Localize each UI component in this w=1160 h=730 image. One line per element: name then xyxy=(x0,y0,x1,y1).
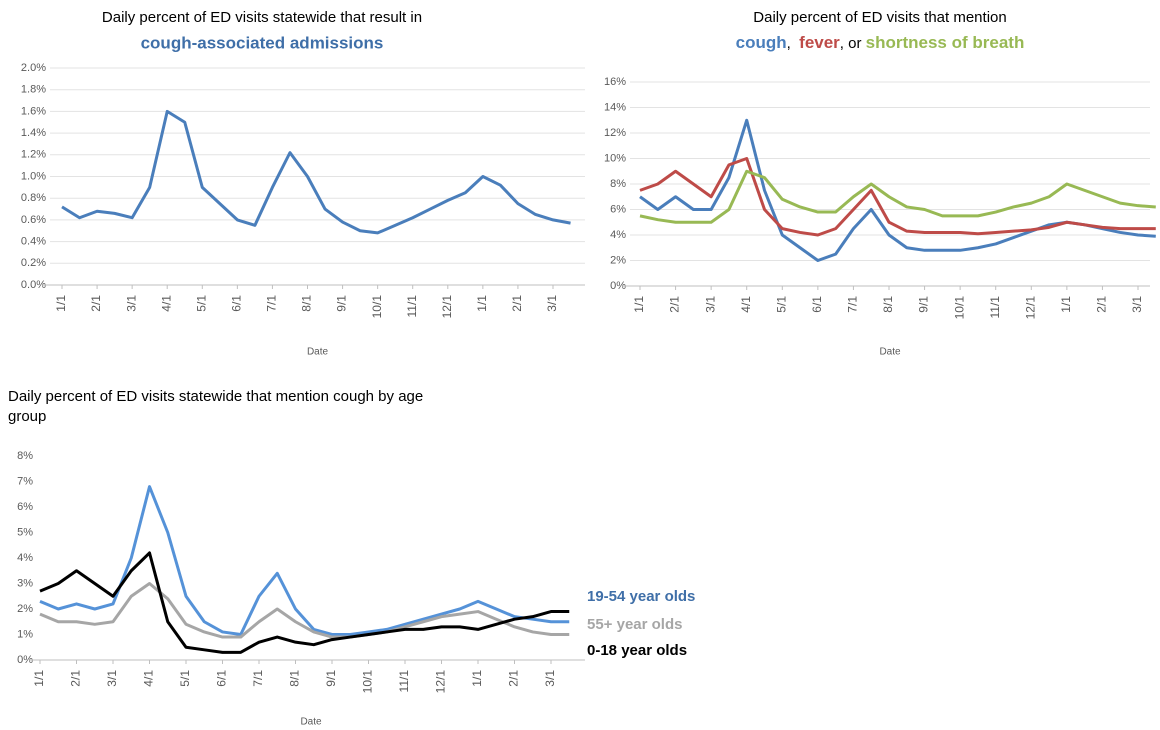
x-tick-label: 9/1 xyxy=(335,295,349,312)
y-tick-label: 0% xyxy=(610,280,626,292)
y-tick-label: 2% xyxy=(610,254,626,266)
x-tick-label: 4/1 xyxy=(739,296,753,313)
y-tick-label: 1.8% xyxy=(21,84,46,96)
y-tick-label: 8% xyxy=(610,178,626,190)
legend-entry: , xyxy=(787,35,800,52)
y-tick-label: 1.2% xyxy=(21,149,46,161)
legend-entry: 0-18 year olds xyxy=(587,642,687,659)
y-tick-label: 8% xyxy=(17,450,33,462)
x-tick-label: 10/1 xyxy=(370,295,384,319)
y-tick-label: 0.6% xyxy=(21,214,46,226)
legend-entry: cough xyxy=(736,33,787,52)
y-tick-label: 4% xyxy=(17,552,33,564)
x-tick-label: 3/1 xyxy=(703,296,717,313)
legend-entry: 55+ year olds xyxy=(587,616,682,633)
chart-subtitle: cough-associated admissions xyxy=(141,33,384,52)
chart-title: Daily percent of ED visits statewide tha… xyxy=(8,388,423,405)
x-tick-label: 5/1 xyxy=(194,295,208,312)
x-tick-label: 2/1 xyxy=(1095,296,1109,313)
y-tick-label: 5% xyxy=(17,526,33,538)
y-tick-label: 0% xyxy=(17,654,33,666)
y-tick-label: 2% xyxy=(17,603,33,615)
x-tick-label: 1/1 xyxy=(54,295,68,312)
y-tick-label: 1% xyxy=(17,628,33,640)
x-tick-label: 7/1 xyxy=(265,295,279,312)
x-tick-label: 1/1 xyxy=(470,670,484,687)
x-tick-label: 10/1 xyxy=(361,670,375,694)
y-tick-label: 0.4% xyxy=(21,236,46,248)
x-tick-label: 1/1 xyxy=(632,296,646,313)
legend-entry: , or xyxy=(840,35,866,52)
x-tick-label: 4/1 xyxy=(142,670,156,687)
x-axis-label: Date xyxy=(300,717,322,728)
series-line xyxy=(639,118,1156,262)
y-tick-label: 0.2% xyxy=(21,257,46,269)
x-tick-label: 6/1 xyxy=(215,670,229,687)
x-tick-label: 5/1 xyxy=(178,670,192,687)
x-tick-label: 9/1 xyxy=(917,296,931,313)
x-tick-label: 3/1 xyxy=(105,670,119,687)
x-tick-label: 9/1 xyxy=(324,670,338,687)
series-line xyxy=(639,157,1156,237)
x-tick-label: 4/1 xyxy=(159,295,173,312)
x-tick-label: 1/1 xyxy=(32,670,46,687)
chart-title: group xyxy=(8,408,46,425)
x-axis-label: Date xyxy=(879,347,901,358)
chart-title: Daily percent of ED visits statewide tha… xyxy=(102,9,422,26)
y-tick-label: 7% xyxy=(17,475,33,487)
x-tick-label: 6/1 xyxy=(810,296,824,313)
x-tick-label: 3/1 xyxy=(543,670,557,687)
series-line xyxy=(39,551,570,654)
y-tick-label: 2.0% xyxy=(21,62,46,74)
x-tick-label: 3/1 xyxy=(124,295,138,312)
y-tick-label: 0.8% xyxy=(21,192,46,204)
x-tick-label: 2/1 xyxy=(507,670,521,687)
legend-entry: fever xyxy=(799,33,840,52)
x-tick-label: 2/1 xyxy=(69,670,83,687)
y-tick-label: 12% xyxy=(604,127,626,139)
x-tick-label: 8/1 xyxy=(288,670,302,687)
y-tick-label: 1.6% xyxy=(21,105,46,117)
series-line xyxy=(639,169,1156,224)
chart-subtitle: cough, fever, or shortness of breath xyxy=(736,33,1025,52)
y-tick-label: 6% xyxy=(610,203,626,215)
legend-entry: shortness of breath xyxy=(866,33,1025,52)
y-tick-label: 3% xyxy=(17,577,33,589)
x-tick-label: 8/1 xyxy=(300,295,314,312)
x-tick-label: 1/1 xyxy=(475,295,489,312)
y-tick-label: 14% xyxy=(604,101,626,113)
x-tick-label: 7/1 xyxy=(251,670,265,687)
legend-entry: 19-54 year olds xyxy=(587,588,695,605)
x-tick-label: 10/1 xyxy=(952,296,966,320)
x-tick-label: 2/1 xyxy=(510,295,524,312)
y-tick-label: 4% xyxy=(610,229,626,241)
x-tick-label: 6/1 xyxy=(230,295,244,312)
x-tick-label: 12/1 xyxy=(1023,296,1037,320)
x-tick-label: 1/1 xyxy=(1059,296,1073,313)
y-tick-label: 10% xyxy=(604,152,626,164)
x-tick-label: 2/1 xyxy=(668,296,682,313)
y-tick-label: 16% xyxy=(604,76,626,88)
x-axis-label: Date xyxy=(307,347,329,358)
y-tick-label: 1.4% xyxy=(21,127,46,139)
x-tick-label: 8/1 xyxy=(881,296,895,313)
x-tick-label: 2/1 xyxy=(89,295,103,312)
series-line xyxy=(61,109,571,235)
x-tick-label: 12/1 xyxy=(440,295,454,319)
x-tick-label: 3/1 xyxy=(545,295,559,312)
y-tick-label: 1.0% xyxy=(21,170,46,182)
series-line xyxy=(39,582,570,639)
x-tick-label: 7/1 xyxy=(846,296,860,313)
x-tick-label: 11/1 xyxy=(988,296,1002,319)
series-line xyxy=(39,485,570,636)
x-tick-label: 5/1 xyxy=(774,296,788,313)
x-tick-label: 12/1 xyxy=(434,670,448,694)
x-tick-label: 11/1 xyxy=(405,295,419,318)
chart-title: Daily percent of ED visits that mention xyxy=(753,9,1006,26)
x-tick-label: 11/1 xyxy=(397,670,411,693)
x-tick-label: 3/1 xyxy=(1130,296,1144,313)
y-tick-label: 6% xyxy=(17,501,33,513)
y-tick-label: 0.0% xyxy=(21,279,46,291)
